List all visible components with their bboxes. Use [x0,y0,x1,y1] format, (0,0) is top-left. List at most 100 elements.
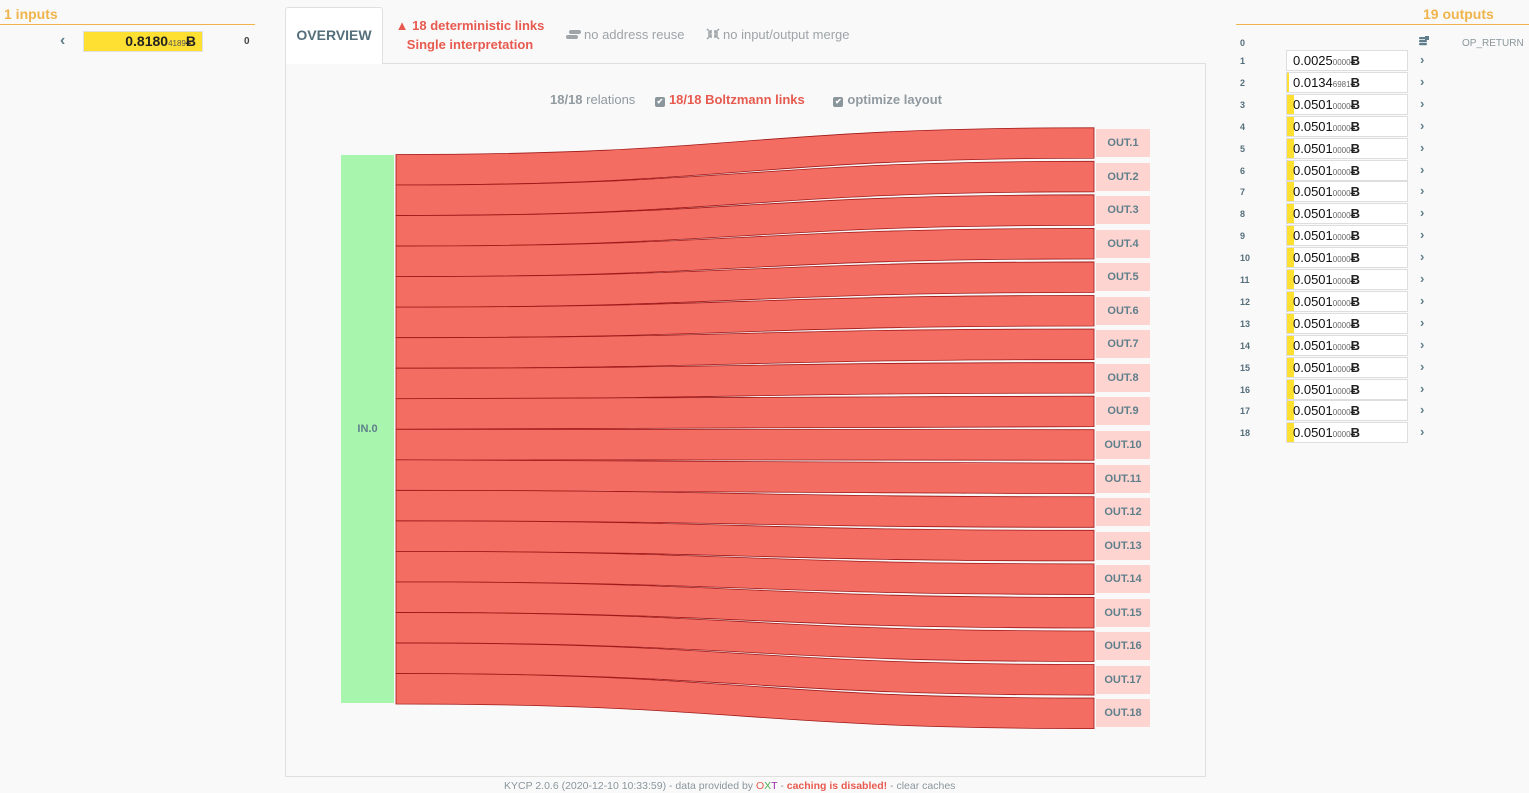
sankey-output-node[interactable]: OUT.18 [1096,699,1150,728]
amount-main: 0.8180 [125,33,169,49]
output-amount[interactable]: 0.05010000Ƀ [1286,115,1408,137]
output-next-tx-chevron-icon[interactable]: › [1420,314,1425,330]
output-next-tx-chevron-icon[interactable]: › [1420,336,1425,352]
address-reuse-icon [566,30,581,39]
amount-proportion-bar [1287,138,1294,158]
output-index: 17 [1240,406,1251,417]
output-amount[interactable]: 0.05010000Ƀ [1286,400,1408,422]
amount-main: 0.0501 [1293,381,1333,397]
output-next-tx-chevron-icon[interactable]: › [1420,402,1425,418]
amount-proportion-bar [1287,248,1294,268]
clear-caches-link[interactable]: clear caches [896,780,956,792]
output-row: 17 0.05010000Ƀ › [1236,400,1529,422]
output-row: 13 0.05010000Ƀ › [1236,312,1529,335]
output-amount[interactable]: 0.05010000Ƀ [1286,356,1408,378]
output-next-tx-chevron-icon[interactable]: › [1420,183,1425,199]
output-row: 9 0.05010000Ƀ › [1236,225,1529,247]
output-amount[interactable]: 0.05010000Ƀ [1286,203,1408,225]
output-amount[interactable]: 0.05010000Ƀ [1286,225,1408,247]
input-prev-tx-chevron-icon[interactable]: ‹ [60,32,66,49]
output-amount[interactable]: 0.05010000Ƀ [1286,422,1408,444]
tab-overview[interactable]: OVERVIEW [285,7,383,64]
output-amount[interactable]: 0.01346981Ƀ [1286,71,1408,93]
sankey-output-node[interactable]: OUT.17 [1096,665,1150,694]
btc-icon: Ƀ [1350,118,1360,134]
output-next-tx-chevron-icon[interactable]: › [1420,380,1425,396]
output-next-tx-chevron-icon[interactable]: › [1420,52,1425,67]
amount-small: 6981 [1332,79,1351,89]
relations-count: 18/18 [550,92,583,107]
sankey-output-node[interactable]: OUT.2 [1096,162,1150,191]
boltzmann-links-label: 18/18 Boltzmann links [668,92,805,107]
amount-proportion-bar [1287,291,1294,311]
output-amount[interactable]: 0.05010000Ƀ [1286,137,1408,159]
sankey-output-node[interactable]: OUT.15 [1096,598,1150,627]
oxt-link[interactable]: OXT [755,780,778,792]
amount-small: 0000 [1332,167,1351,177]
output-row: 8 0.05010000Ƀ › [1236,203,1529,225]
boltzmann-links-toggle[interactable]: ✔ 18/18 Boltzmann links [654,92,805,107]
amount-small: 0000 [1332,430,1351,440]
tab-deterministic-links[interactable]: ▲ 18 deterministic links Single interpre… [395,16,545,54]
output-amount[interactable]: 0.05010000Ƀ [1286,93,1408,115]
sankey-output-node[interactable]: OUT.12 [1096,498,1150,526]
sankey-output-node[interactable]: OUT.1 [1096,129,1150,157]
output-next-tx-chevron-icon[interactable]: › [1420,249,1425,265]
output-next-tx-chevron-icon[interactable]: › [1420,424,1425,440]
output-amount[interactable]: 0.05010000Ƀ [1286,334,1408,356]
amount-proportion-bar [1287,335,1294,355]
sankey-output-node[interactable]: OUT.7 [1096,330,1150,359]
amount-proportion-bar [1287,401,1294,421]
amount-main: 0.0025 [1293,53,1333,68]
optimize-layout-label: optimize layout [847,92,943,107]
output-amount[interactable]: 0.05010000Ƀ [1286,312,1408,334]
output-next-tx-chevron-icon[interactable]: › [1420,227,1425,243]
output-index: 2 [1240,77,1246,88]
output-row: 10 0.05010000Ƀ › [1236,247,1529,269]
sankey-output-node[interactable]: OUT.8 [1096,363,1150,392]
address-reuse-label: no address reuse [584,27,685,42]
output-index: 10 [1240,253,1251,264]
tab-address-reuse[interactable]: no address reuse [566,27,684,42]
sankey-output-node[interactable]: OUT.13 [1096,531,1150,560]
amount-proportion-bar [1287,160,1294,180]
sankey-output-node[interactable]: OUT.9 [1096,397,1150,426]
output-amount[interactable]: 0.05010000Ƀ [1286,378,1408,400]
amount-main: 0.0501 [1293,337,1333,353]
sankey-output-node[interactable]: OUT.10 [1096,430,1150,459]
output-next-tx-chevron-icon[interactable]: › [1420,271,1425,286]
sankey-output-node[interactable]: OUT.3 [1096,196,1150,225]
output-next-tx-chevron-icon[interactable]: › [1420,292,1425,308]
output-amount[interactable]: 0.05010000Ƀ [1286,269,1408,290]
tab-input-output-merge[interactable]: no input/output merge [706,27,849,42]
sankey-output-node[interactable]: OUT.16 [1096,632,1150,661]
amount-proportion-bar [1287,94,1294,114]
output-next-tx-chevron-icon[interactable]: › [1420,73,1425,89]
output-next-tx-chevron-icon[interactable]: › [1420,161,1425,177]
amount-small: 0000 [1332,58,1351,67]
output-next-tx-chevron-icon[interactable]: › [1420,205,1425,221]
sankey-output-node[interactable]: OUT.4 [1096,229,1150,258]
sankey-output-node[interactable]: OUT.5 [1096,263,1150,292]
output-next-tx-chevron-icon[interactable]: › [1420,139,1425,155]
sankey-output-node[interactable]: OUT.14 [1096,565,1150,594]
output-next-tx-chevron-icon[interactable]: › [1420,117,1425,133]
output-amount[interactable]: 0.05010000Ƀ [1286,181,1408,203]
checkbox-checked-icon[interactable]: ✔ [833,97,844,107]
output-amount[interactable]: 0.05010000Ƀ [1286,290,1408,312]
sankey-output-node[interactable]: OUT.11 [1096,464,1150,493]
output-amount[interactable]: 0.05010000Ƀ [1286,247,1408,269]
amount-main: 0.0501 [1293,425,1333,441]
output-amount[interactable]: 0.05010000Ƀ [1286,159,1408,181]
output-amount[interactable]: 0.00250000Ƀ [1286,50,1408,71]
optimize-layout-toggle[interactable]: ✔ optimize layout [833,92,942,107]
output-index: 5 [1240,143,1246,154]
sankey-input-node[interactable]: IN.0 [341,155,394,703]
amount-main: 0.0501 [1293,315,1333,331]
input-amount-0[interactable]: 0.81804189Ƀ [83,31,203,52]
output-next-tx-chevron-icon[interactable]: › [1420,358,1425,374]
sankey-output-node[interactable]: OUT.6 [1096,296,1150,325]
amount-proportion-bar [1287,182,1294,202]
checkbox-checked-icon[interactable]: ✔ [654,97,665,107]
output-next-tx-chevron-icon[interactable]: › [1420,95,1425,111]
